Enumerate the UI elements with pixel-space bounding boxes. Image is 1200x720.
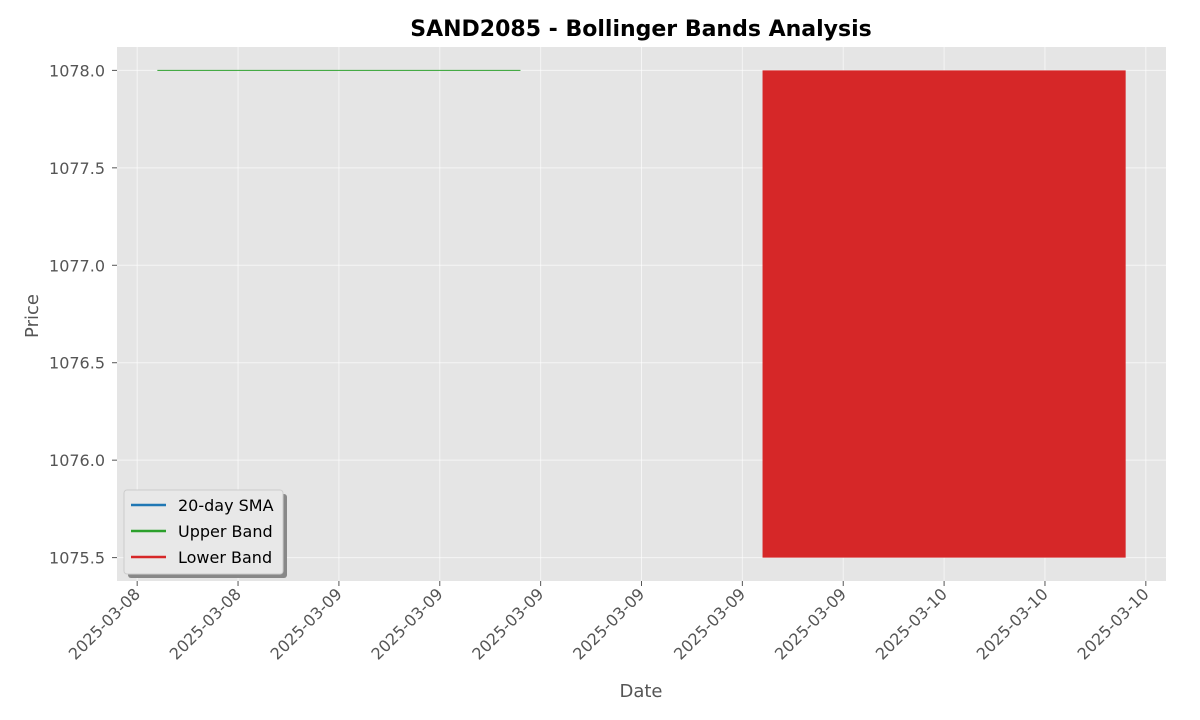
x-axis-label: Date [619,681,662,702]
legend-label: Upper Band [178,522,273,541]
x-tick-label: 2025-03-09 [569,584,648,663]
y-tick-label: 1077.5 [49,159,105,178]
y-tick-label: 1076.0 [49,451,105,470]
legend-label: Lower Band [178,548,272,567]
x-tick-label: 2025-03-09 [468,584,547,663]
chart-title: SAND2085 - Bollinger Bands Analysis [410,17,872,42]
y-tick-label: 1078.0 [49,61,105,80]
x-tick-label: 2025-03-09 [267,584,346,663]
y-axis-ticks: 1075.5 1076.0 1076.5 1077.0 1077.5 1078.0 [49,61,117,568]
x-tick-label: 2025-03-08 [65,584,144,663]
x-tick-label: 2025-03-10 [973,584,1052,663]
x-tick-label: 2025-03-10 [872,584,951,663]
legend-box [123,489,284,575]
legend-items: 20-day SMA Upper Band Lower Band [131,496,274,567]
x-tick-label: 2025-03-10 [1073,584,1152,663]
y-axis-label: Price [22,294,43,338]
x-tick-label: 2025-03-09 [771,584,850,663]
legend: 20-day SMA Upper Band Lower Band [123,489,287,578]
x-tick-label: 2025-03-09 [670,584,749,663]
y-tick-label: 1076.5 [49,354,105,373]
band-fill-group [762,70,1126,558]
band-fill [762,70,1126,558]
x-tick-label: 2025-03-09 [367,584,446,663]
legend-label: 20-day SMA [178,496,274,515]
y-tick-label: 1075.5 [49,549,105,568]
x-axis-ticks: 2025-03-08 2025-03-08 2025-03-09 2025-03-09… [65,581,1153,664]
x-tick-label: 2025-03-08 [166,584,245,663]
y-tick-label: 1077.0 [49,256,105,275]
